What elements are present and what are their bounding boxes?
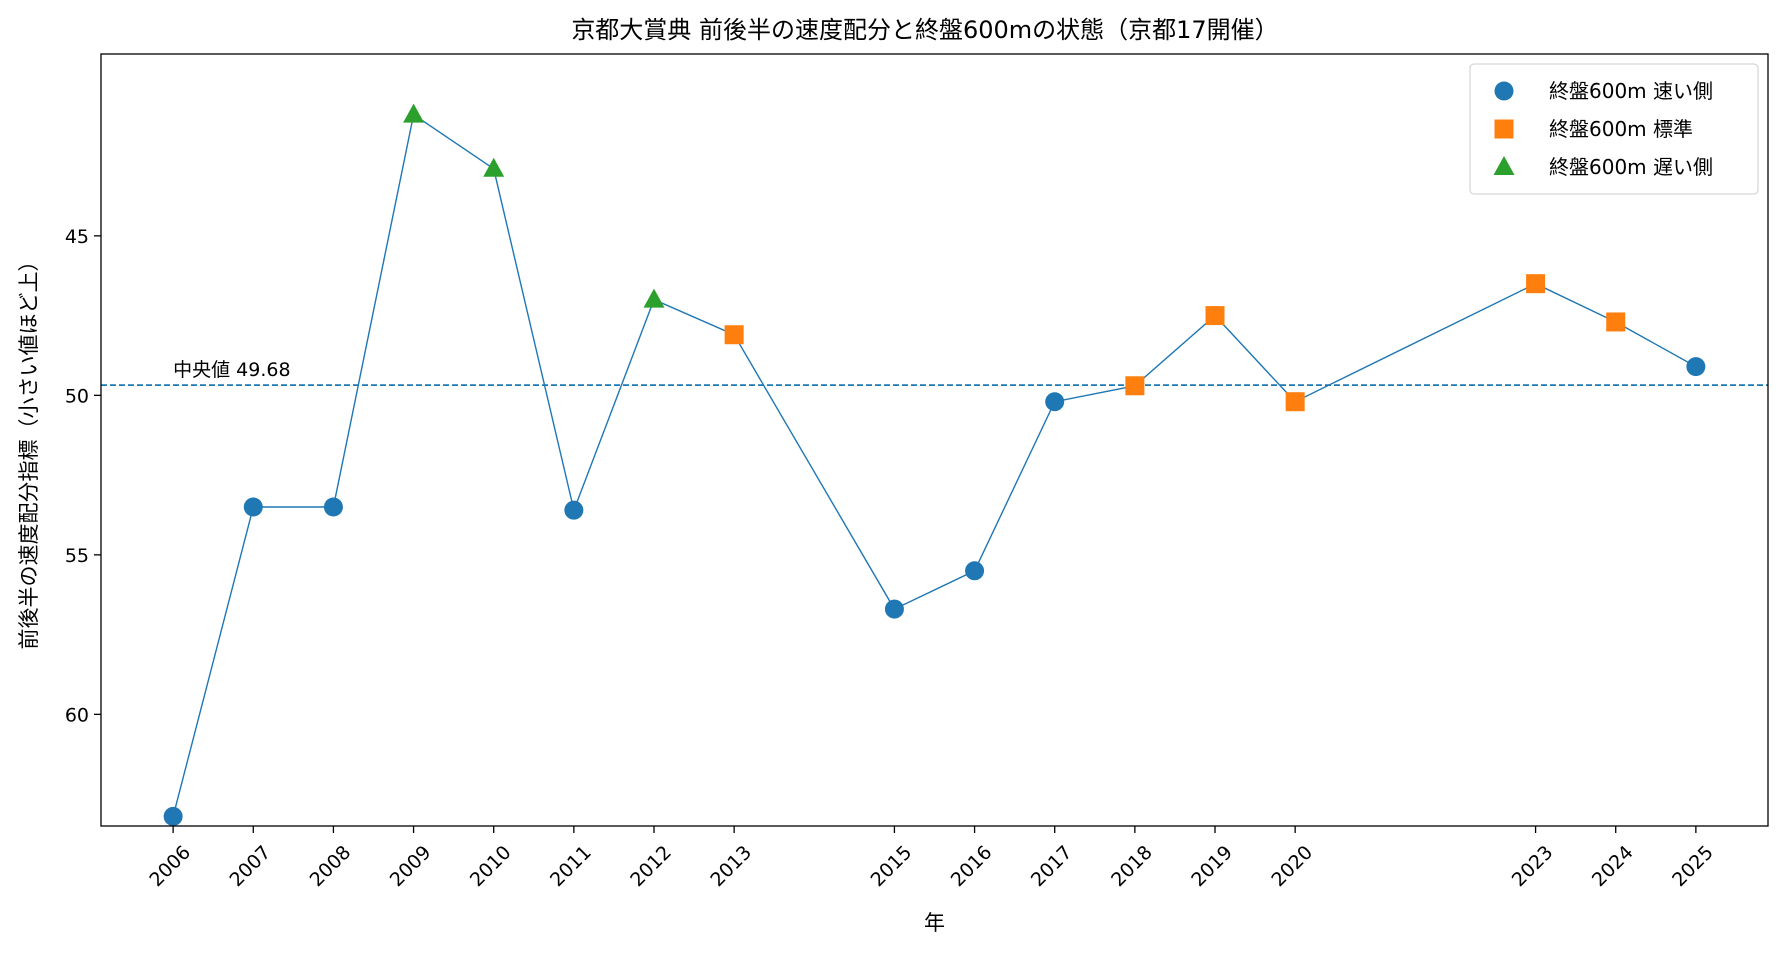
x-tick-label: 2019 — [1187, 841, 1237, 891]
legend-label-slow: 終盤600m 遅い側 — [1549, 155, 1713, 179]
data-point-fast — [243, 497, 263, 517]
x-tick-label: 2020 — [1267, 841, 1317, 891]
x-tick-label: 2008 — [306, 841, 356, 891]
x-tick-label: 2025 — [1668, 841, 1718, 891]
x-tick-label: 2016 — [947, 841, 997, 891]
data-point-fast — [1045, 392, 1065, 412]
x-tick-label: 2012 — [626, 841, 676, 891]
data-point-slow — [643, 288, 665, 308]
x-tick-label: 2010 — [466, 841, 516, 891]
data-point-fast — [884, 599, 904, 619]
data-point-fast — [965, 561, 985, 581]
chart-title: 京都大賞典 前後半の速度配分と終盤600mの状態（京都17開催） — [571, 16, 1278, 44]
data-point-fast — [163, 806, 183, 826]
x-tick-label: 2011 — [546, 841, 596, 891]
legend-label-fast: 終盤600m 速い側 — [1549, 79, 1713, 103]
data-point-std — [1606, 312, 1626, 332]
x-tick-label: 2007 — [225, 841, 275, 891]
legend-label-std: 終盤600m 標準 — [1549, 117, 1693, 141]
x-tick-label: 2006 — [145, 841, 195, 891]
data-point-std — [1125, 376, 1145, 396]
data-point-std — [1285, 392, 1305, 412]
x-tick-label: 2018 — [1107, 841, 1157, 891]
data-point-fast — [564, 500, 584, 520]
x-tick-label: 2024 — [1588, 841, 1638, 891]
plot-frame — [100, 53, 1769, 827]
y-tick-label: 55 — [65, 545, 89, 567]
x-tick-label: 2017 — [1027, 841, 1077, 891]
legend-marker-slow — [1493, 156, 1515, 175]
x-tick-label: 2013 — [706, 841, 756, 891]
data-point-slow — [403, 103, 425, 123]
y-axis-title: 前後半の速度配分指標（小さい値ほど上） — [17, 251, 41, 650]
data-point-std — [1526, 274, 1546, 294]
legend-frame — [1469, 63, 1759, 195]
x-tick-label: 2009 — [386, 841, 436, 891]
data-point-fast — [323, 497, 343, 517]
y-tick-label: 50 — [65, 385, 89, 407]
legend-marker-fast — [1494, 81, 1514, 101]
data-point-slow — [483, 157, 505, 177]
x-axis-title: 年 — [924, 911, 945, 935]
y-tick-label: 60 — [65, 704, 89, 726]
median-label: 中央値 49.68 — [173, 359, 290, 381]
y-tick-label: 45 — [65, 226, 89, 248]
legend-marker-std — [1494, 119, 1514, 139]
x-tick-label: 2023 — [1508, 841, 1558, 891]
data-point-std — [1205, 306, 1225, 326]
x-tick-label: 2015 — [867, 841, 917, 891]
series-line — [172, 113, 1697, 817]
data-point-fast — [1686, 357, 1706, 377]
plot-area: 中央値 49.68 — [101, 103, 1768, 826]
data-point-std — [724, 325, 744, 345]
